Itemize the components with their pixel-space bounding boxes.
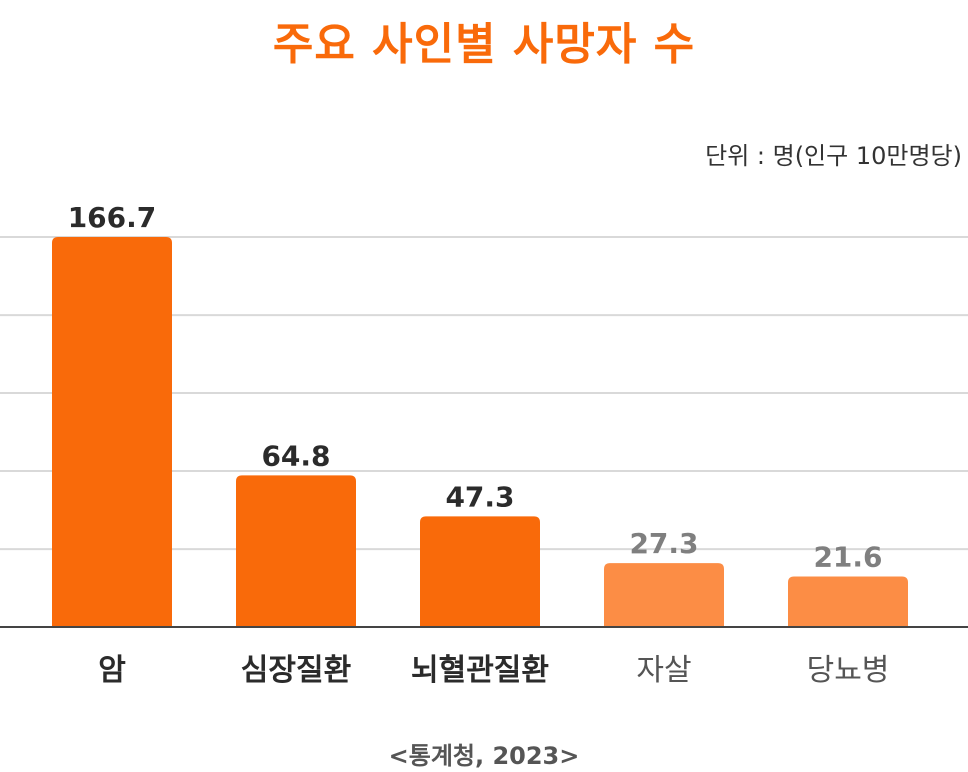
bar <box>788 576 908 627</box>
chart-title: 주요 사인별 사망자 수 <box>272 19 696 70</box>
source-note: <통계청, 2023> <box>388 742 580 770</box>
category-label: 자살 <box>636 653 691 688</box>
unit-note: 단위 : 명(인구 10만명당) <box>705 142 962 170</box>
data-label: 64.8 <box>261 439 330 472</box>
category-label: 뇌혈관질환 <box>411 653 549 688</box>
bar <box>236 475 356 627</box>
bar <box>420 516 540 627</box>
category-labels: 암 심장질환 뇌혈관질환 자살 당뇨병 <box>98 653 889 688</box>
category-label: 심장질환 <box>241 653 351 688</box>
data-label: 47.3 <box>445 480 514 513</box>
data-label: 21.6 <box>813 540 882 573</box>
bar <box>52 237 172 627</box>
data-labels: 166.7 64.8 47.3 27.3 21.6 <box>68 201 883 573</box>
data-label: 27.3 <box>629 527 698 560</box>
data-label: 166.7 <box>68 201 157 234</box>
bars <box>52 237 908 627</box>
bar <box>604 563 724 627</box>
category-label: 암 <box>98 653 126 688</box>
category-label: 당뇨병 <box>807 653 890 688</box>
